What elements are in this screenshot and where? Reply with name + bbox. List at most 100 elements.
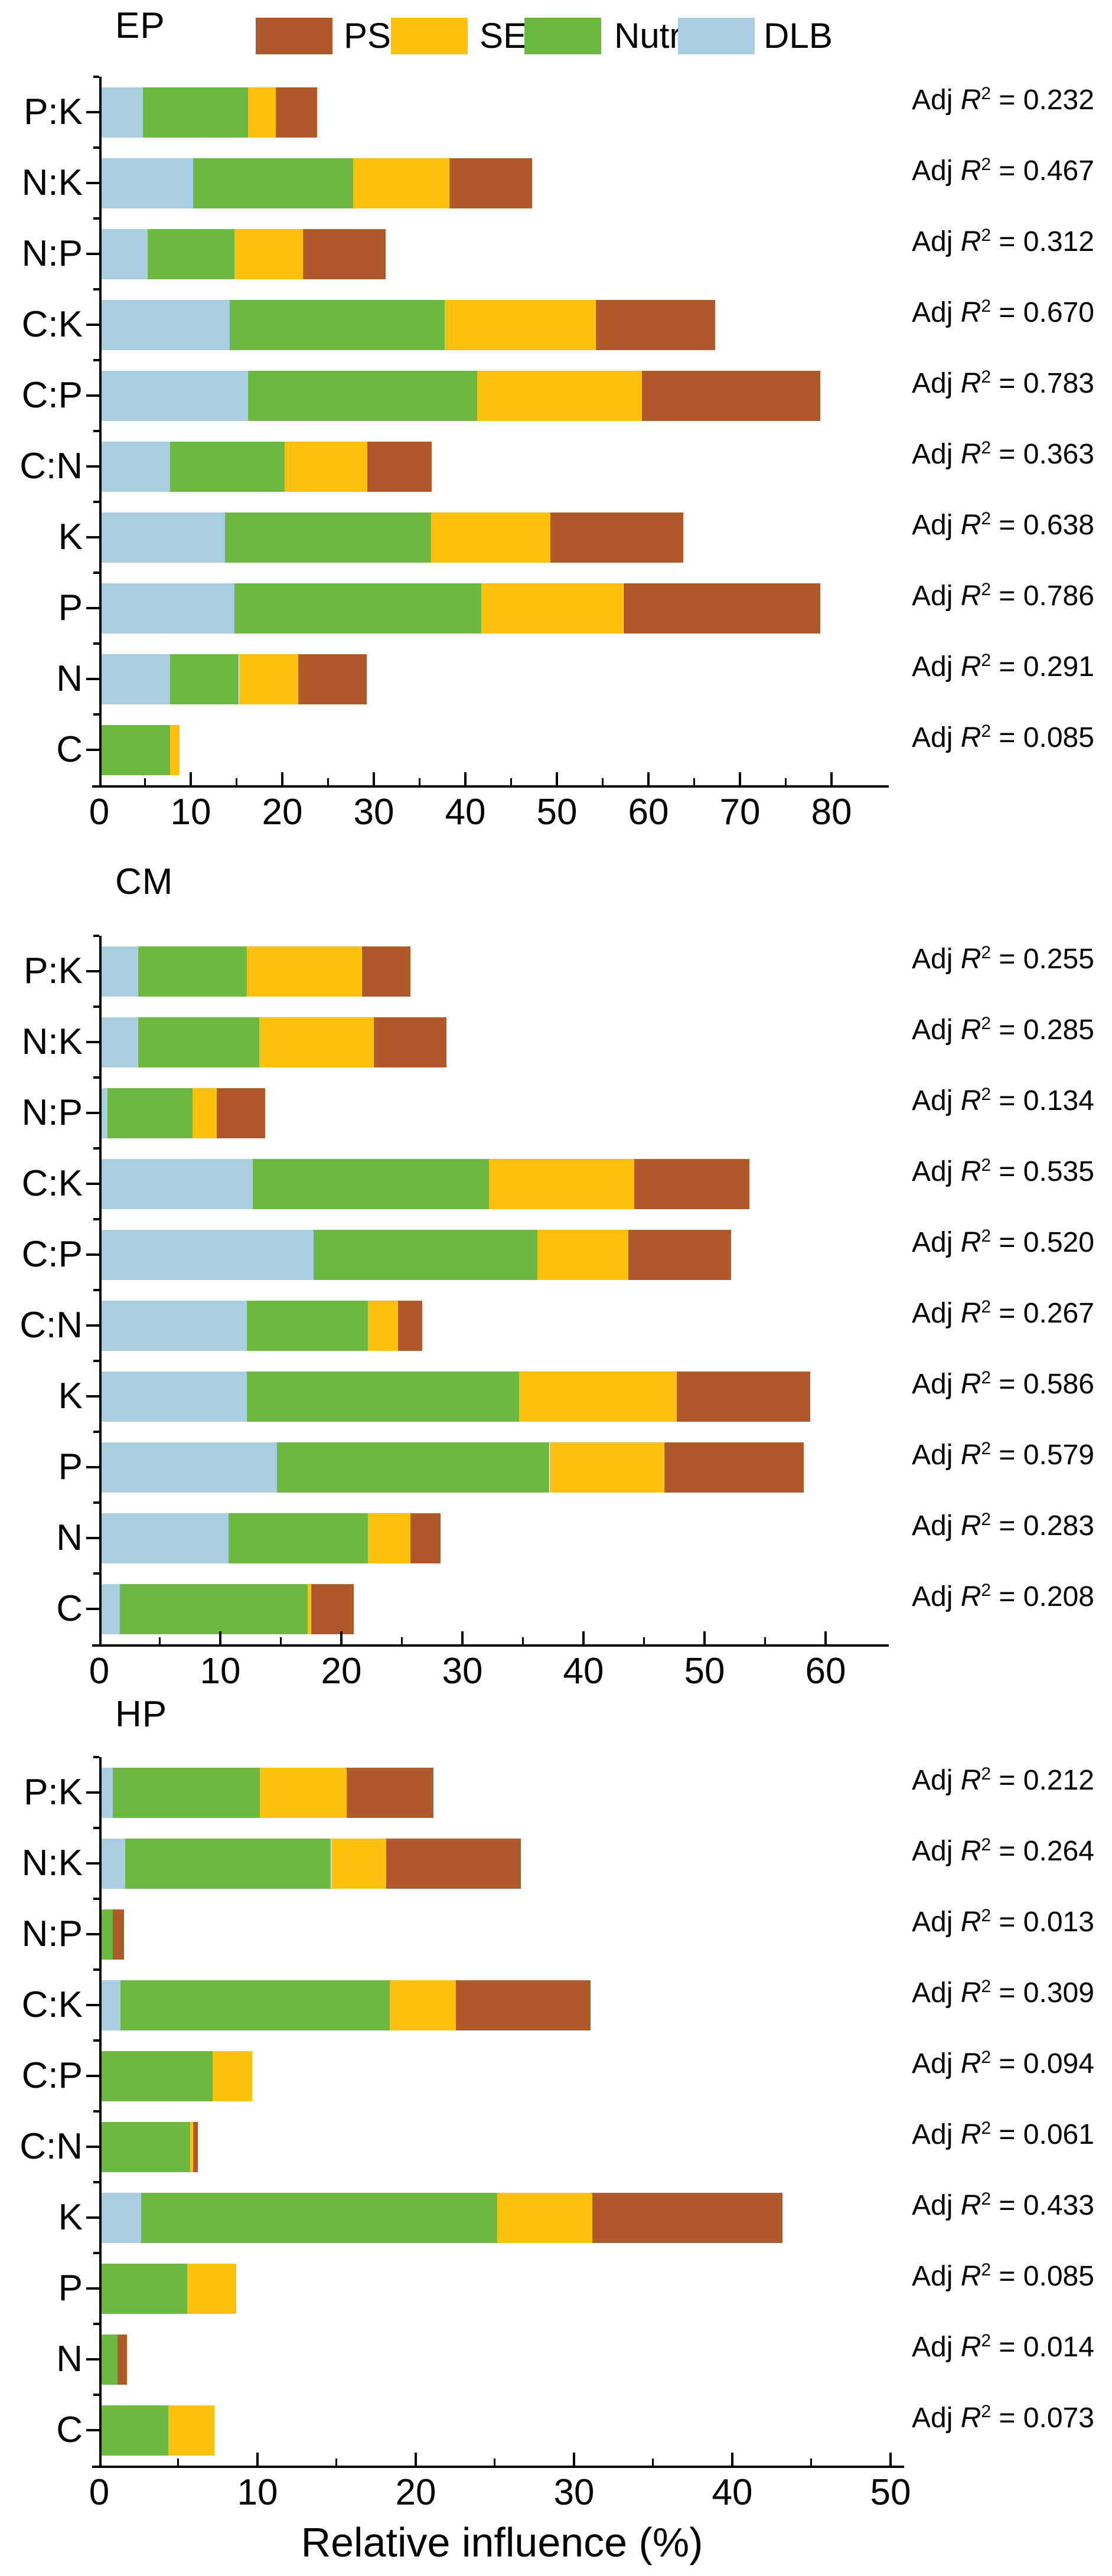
y-minortick-hp-7: [93, 2252, 99, 2254]
x-tick-cm-50: [703, 1631, 706, 1644]
bar-cm-cn-se: [368, 1301, 399, 1351]
bar-ep-k-dlb: [102, 512, 226, 563]
bar-ep-cp-ps: [642, 371, 821, 421]
adj-r2-label-hp-np: Adj R2 = 0.013: [912, 1906, 1094, 1939]
adj-r2-symbol: R: [960, 226, 981, 257]
bar-ep-ck-dlb: [102, 300, 230, 350]
x-minortick-ep-55: [602, 778, 604, 785]
adj-r2-equals: =: [991, 2332, 1023, 2363]
adj-r2-superscript: 2: [981, 943, 992, 962]
adj-r2-symbol: R: [960, 1581, 981, 1612]
adj-r2-prefix: Adj: [912, 1085, 961, 1116]
y-minortick-ep-5: [93, 430, 99, 432]
adj-r2-prefix: Adj: [912, 84, 961, 116]
y-minortick-cm-6: [93, 1360, 99, 1362]
adj-r2-symbol: R: [960, 1510, 981, 1542]
adj-r2-value: 0.309: [1023, 1977, 1094, 2009]
y-minortick-ep-4: [93, 359, 99, 361]
adj-r2-prefix: Adj: [912, 155, 961, 187]
x-tick-hp-20: [415, 2453, 417, 2466]
bar-ep-ck-nutr: [230, 300, 445, 350]
adj-r2-prefix: Adj: [912, 297, 961, 328]
bar-ep-c-se: [170, 725, 180, 775]
bar-cm-np-ps: [217, 1088, 265, 1138]
adj-r2-value: 0.085: [1023, 722, 1094, 753]
adj-r2-prefix: Adj: [912, 2261, 961, 2292]
adj-r2-equals: =: [991, 1581, 1023, 1612]
adj-r2-prefix: Adj: [912, 1765, 961, 1796]
bar-hp-ck-se: [390, 1980, 456, 2030]
adj-r2-label-ep-cn: Adj R2 = 0.363: [912, 438, 1094, 471]
adj-r2-value: 0.264: [1023, 1836, 1094, 1867]
adj-r2-symbol: R: [960, 439, 981, 470]
y-minortick-cm-7: [93, 1431, 99, 1433]
adj-r2-value: 0.786: [1023, 580, 1094, 612]
bar-cm-cn-dlb: [102, 1301, 247, 1351]
adj-r2-superscript: 2: [981, 2118, 992, 2138]
bar-ep-pk-nutr: [143, 87, 249, 138]
adj-r2-label-cm-ck: Adj R2 = 0.535: [912, 1155, 1094, 1189]
legend-label-se: SE: [480, 16, 527, 55]
adj-r2-value: 0.134: [1023, 1085, 1094, 1116]
x-minortick-ep-35: [419, 778, 420, 785]
adj-r2-equals: =: [991, 2048, 1023, 2079]
y-minortick-hp-9: [93, 2394, 99, 2396]
adj-r2-equals: =: [991, 368, 1023, 399]
adj-r2-prefix: Adj: [912, 2048, 961, 2079]
bar-hp-ck-ps: [456, 1980, 591, 2030]
bar-hp-pk-dlb: [102, 1768, 113, 1818]
bar-hp-np-nutr: [102, 1909, 113, 1960]
bar-hp-cp-nutr: [102, 2051, 213, 2101]
bar-hp-n-nutr: [102, 2335, 118, 2385]
category-label-hp-n: N: [56, 2339, 83, 2379]
bar-cm-c-se: [308, 1584, 312, 1634]
y-minortick-cm-2: [93, 1076, 99, 1079]
bar-cm-n-nutr: [229, 1513, 368, 1563]
adj-r2-label-hp-p: Adj R2 = 0.085: [912, 2260, 1094, 2293]
y-tick-ep-c: [86, 749, 99, 751]
adj-r2-value: 0.013: [1023, 1906, 1094, 1938]
adj-r2-symbol: R: [960, 580, 981, 612]
panel-title-ep: EP: [115, 5, 165, 46]
bar-ep-pk-dlb: [102, 87, 143, 138]
bar-ep-cp-se: [477, 371, 642, 421]
x-minortick-ep-75: [785, 778, 787, 785]
adj-r2-equals: =: [991, 651, 1023, 683]
adj-r2-label-hp-cn: Adj R2 = 0.061: [912, 2118, 1094, 2151]
y-minortick-ep-0: [93, 76, 99, 78]
y-tick-cm-cn: [86, 1324, 99, 1327]
adj-r2-symbol: R: [960, 2119, 981, 2150]
x-tick-label-ep-50: 50: [536, 792, 578, 832]
adj-r2-superscript: 2: [981, 1014, 992, 1033]
y-tick-ep-nk: [86, 182, 99, 184]
adj-r2-superscript: 2: [981, 367, 992, 387]
adj-r2-prefix: Adj: [912, 1581, 961, 1612]
bar-cm-pk-nutr: [138, 946, 247, 997]
y-minortick-cm-1: [93, 1005, 99, 1008]
adj-r2-label-cm-k: Adj R2 = 0.586: [912, 1368, 1094, 1401]
adj-r2-equals: =: [991, 510, 1023, 541]
adj-r2-prefix: Adj: [912, 226, 961, 257]
legend-swatch-nutr: [524, 18, 601, 54]
x-tick-label-ep-30: 30: [353, 792, 394, 832]
adj-r2-superscript: 2: [981, 1764, 992, 1784]
y-minortick-ep-3: [93, 288, 99, 290]
adj-r2-symbol: R: [960, 2190, 981, 2221]
adj-r2-label-ep-np: Adj R2 = 0.312: [912, 226, 1094, 259]
adj-r2-prefix: Adj: [912, 368, 961, 399]
adj-r2-prefix: Adj: [912, 2119, 961, 2150]
bar-ep-nk-dlb: [102, 158, 193, 208]
category-label-hp-k: K: [58, 2197, 83, 2238]
bar-ep-np-nutr: [148, 229, 235, 279]
adj-r2-superscript: 2: [981, 2402, 992, 2421]
category-label-cm-c: C: [56, 1588, 83, 1629]
y-minortick-cm-8: [93, 1501, 99, 1504]
x-minortick-ep-65: [693, 778, 695, 785]
y-axis-ep: [99, 77, 102, 788]
adj-r2-superscript: 2: [981, 1439, 992, 1458]
bar-cm-p-ps: [664, 1442, 804, 1493]
x-tick-label-cm-0: 0: [89, 1651, 110, 1692]
y-tick-ep-n: [86, 678, 99, 680]
bar-ep-k-ps: [550, 512, 683, 563]
